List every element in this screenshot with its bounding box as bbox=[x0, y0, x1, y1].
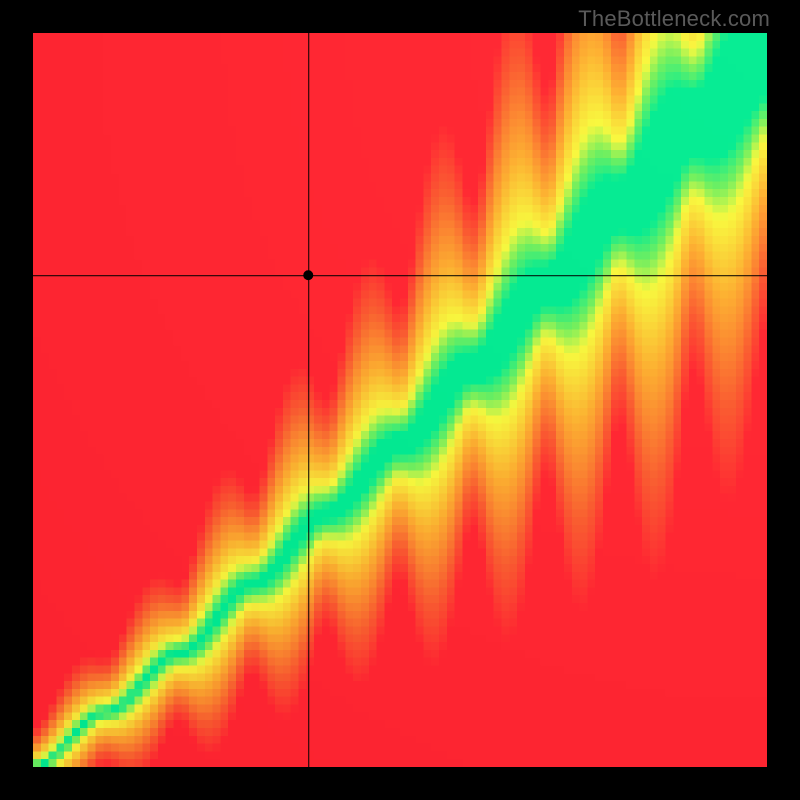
figure-container: { "watermark": "TheBottleneck.com", "fig… bbox=[0, 0, 800, 800]
watermark-text: TheBottleneck.com bbox=[578, 6, 770, 32]
heatmap-plot bbox=[33, 33, 767, 767]
heatmap-canvas bbox=[33, 33, 767, 767]
